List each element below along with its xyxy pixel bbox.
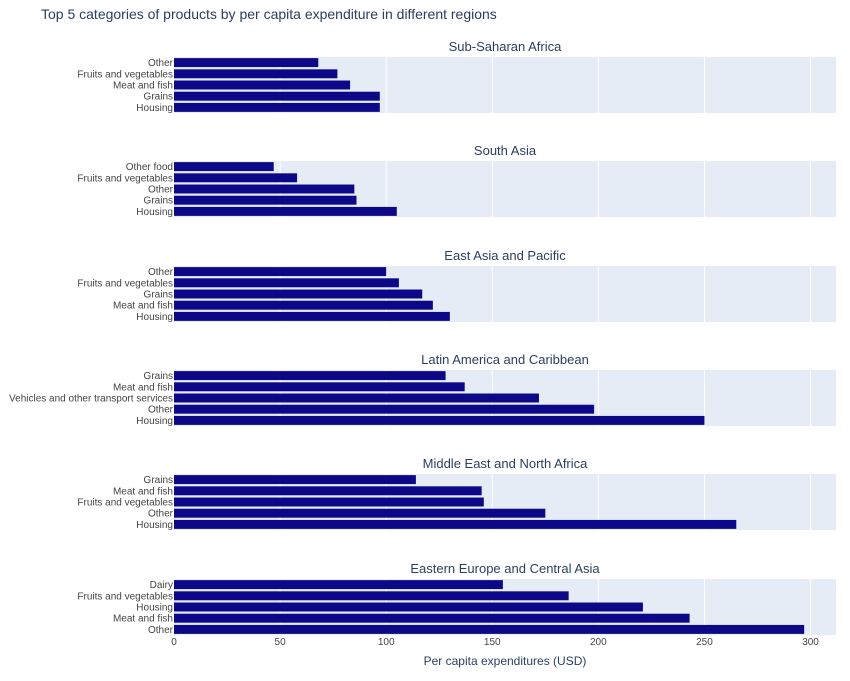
x-axis-label: Per capita expenditures (USD)	[424, 654, 587, 668]
y-tick-label: Other food	[126, 162, 173, 173]
bar	[174, 404, 595, 414]
bar	[174, 486, 482, 496]
y-tick-label: Meat and fish	[113, 81, 173, 92]
y-tick-label: Housing	[136, 103, 173, 114]
bar	[174, 184, 355, 194]
panel-title: Sub-Saharan Africa	[449, 39, 563, 54]
x-tick-label: 0	[171, 637, 177, 648]
y-tick-label: Other	[148, 185, 174, 196]
y-tick-label: Dairy	[150, 580, 173, 591]
bar	[174, 580, 503, 590]
bar	[174, 415, 705, 425]
bar	[174, 475, 416, 485]
y-tick-label: Housing	[136, 312, 173, 323]
panel-title: South Asia	[474, 143, 537, 158]
bar	[174, 69, 338, 79]
y-tick-label: Meat and fish	[113, 614, 173, 625]
bar	[174, 624, 805, 634]
y-tick-label: Grains	[144, 92, 173, 103]
y-tick-label: Fruits and vegetables	[77, 69, 173, 80]
bar	[174, 393, 539, 403]
panel-title: Middle East and North Africa	[423, 456, 589, 471]
bar	[174, 591, 569, 601]
y-tick-label: Fruits and vegetables	[77, 278, 173, 289]
y-tick-label: Grains	[144, 371, 173, 382]
x-tick-label: 250	[696, 637, 713, 648]
bar	[174, 162, 274, 172]
bar	[174, 80, 351, 90]
bar	[174, 267, 387, 277]
bar	[174, 278, 399, 288]
y-tick-label: Fruits and vegetables	[77, 173, 173, 184]
y-tick-label: Other	[148, 509, 174, 520]
y-tick-label: Meat and fish	[113, 382, 173, 393]
y-tick-label: Housing	[136, 416, 173, 427]
bar	[174, 371, 446, 381]
panel-5: Eastern Europe and Central Asia DairyFrui…	[77, 561, 836, 636]
y-tick-label: Other	[148, 267, 174, 278]
y-tick-label: Grains	[144, 475, 173, 486]
y-tick-label: Housing	[136, 207, 173, 218]
bar	[174, 91, 380, 101]
y-tick-label: Housing	[136, 520, 173, 531]
bar	[174, 519, 737, 529]
y-tick-label: Meat and fish	[113, 486, 173, 497]
y-tick-label: Other	[148, 625, 174, 636]
bar	[174, 58, 319, 68]
bar	[174, 311, 450, 321]
x-tick-label: 200	[590, 637, 607, 648]
bar	[174, 613, 690, 623]
y-tick-label: Grains	[144, 196, 173, 207]
x-tick-label: 100	[378, 637, 395, 648]
panel-title: East Asia and Pacific	[444, 248, 566, 263]
y-tick-label: Vehicles and other transport services	[9, 394, 173, 405]
bar	[174, 289, 423, 299]
y-tick-label: Grains	[144, 290, 173, 301]
panel-title: Latin America and Caribbean	[421, 352, 589, 367]
bar	[174, 195, 357, 205]
y-tick-label: Fruits and vegetables	[77, 591, 173, 602]
y-tick-label: Fruits and vegetables	[77, 498, 173, 509]
x-tick-label: 50	[275, 637, 287, 648]
y-tick-label: Other	[148, 58, 174, 69]
bar	[174, 173, 298, 183]
bar	[174, 300, 433, 310]
x-tick-label: 300	[802, 637, 819, 648]
chart-title: Top 5 categories of products by per capi…	[41, 6, 497, 22]
bar	[174, 206, 397, 216]
bar	[174, 102, 380, 112]
y-tick-label: Other	[148, 405, 174, 416]
bar	[174, 508, 546, 518]
y-tick-label: Housing	[136, 603, 173, 614]
panel-title: Eastern Europe and Central Asia	[410, 561, 600, 576]
bar	[174, 382, 465, 392]
bar	[174, 602, 643, 612]
y-tick-label: Meat and fish	[113, 301, 173, 312]
bar	[174, 497, 484, 507]
x-tick-label: 150	[484, 637, 501, 648]
